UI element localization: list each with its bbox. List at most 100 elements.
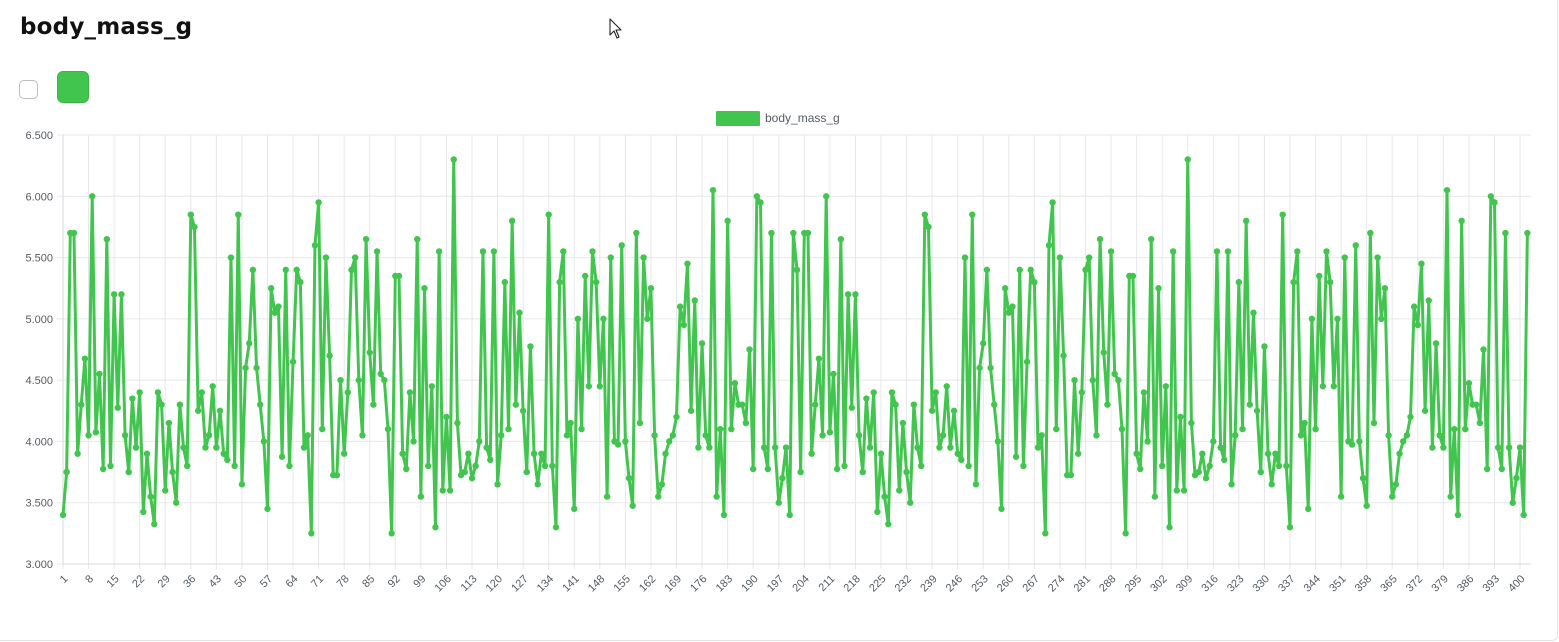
data-point[interactable] — [1290, 278, 1297, 286]
data-point[interactable] — [958, 456, 965, 464]
data-point[interactable] — [1111, 370, 1118, 378]
data-point[interactable] — [698, 340, 706, 347]
data-point[interactable] — [110, 291, 118, 298]
data-point[interactable] — [760, 444, 768, 451]
data-point[interactable] — [1476, 419, 1484, 427]
data-point[interactable] — [118, 291, 125, 298]
data-point[interactable] — [1067, 471, 1075, 479]
data-point[interactable] — [173, 499, 180, 506]
data-point[interactable] — [1352, 242, 1359, 249]
data-point[interactable] — [603, 493, 611, 500]
data-point[interactable] — [1432, 340, 1440, 347]
data-point[interactable] — [205, 432, 213, 439]
data-point[interactable] — [633, 229, 640, 237]
data-point[interactable] — [1199, 450, 1206, 457]
data-point[interactable] — [143, 450, 151, 457]
data-point[interactable] — [1045, 242, 1053, 249]
data-point[interactable] — [476, 438, 483, 445]
data-point[interactable] — [362, 235, 370, 243]
data-point[interactable] — [691, 297, 698, 304]
data-point[interactable] — [264, 505, 271, 513]
data-point[interactable] — [1096, 235, 1104, 243]
data-point[interactable] — [567, 419, 574, 427]
data-point[interactable] — [494, 481, 501, 488]
data-point[interactable] — [260, 438, 268, 445]
data-point[interactable] — [1148, 235, 1155, 243]
data-point[interactable] — [1516, 444, 1524, 451]
data-point[interactable] — [1451, 425, 1458, 433]
data-point[interactable] — [1272, 450, 1279, 457]
data-point[interactable] — [1056, 254, 1064, 261]
data-point[interactable] — [1027, 266, 1034, 274]
data-point[interactable] — [450, 156, 457, 163]
data-point[interactable] — [990, 401, 998, 408]
data-point[interactable] — [421, 285, 428, 292]
data-point[interactable] — [165, 419, 173, 427]
data-point[interactable] — [1242, 217, 1250, 224]
data-point[interactable] — [651, 432, 658, 439]
data-point[interactable] — [782, 444, 790, 451]
data-point[interactable] — [1370, 419, 1378, 427]
data-point[interactable] — [176, 401, 184, 408]
data-point[interactable] — [1286, 524, 1294, 531]
data-point[interactable] — [903, 468, 910, 476]
data-point[interactable] — [987, 364, 994, 372]
data-point[interactable] — [881, 493, 888, 500]
data-point[interactable] — [516, 309, 523, 316]
data-point[interactable] — [808, 450, 815, 457]
data-point[interactable] — [859, 468, 866, 476]
data-point[interactable] — [1089, 376, 1096, 384]
data-point[interactable] — [943, 383, 950, 390]
data-point[interactable] — [1009, 303, 1016, 310]
data-point[interactable] — [1407, 413, 1414, 421]
data-point[interactable] — [724, 217, 731, 224]
data-point[interactable] — [647, 285, 655, 292]
data-point[interactable] — [1202, 475, 1210, 482]
data-point[interactable] — [921, 211, 929, 218]
data-point[interactable] — [976, 364, 983, 372]
data-point[interactable] — [1210, 438, 1217, 445]
data-point[interactable] — [355, 376, 362, 384]
data-point[interactable] — [746, 346, 753, 353]
data-point[interactable] — [1421, 407, 1429, 414]
data-point[interactable] — [107, 462, 114, 470]
data-point[interactable] — [618, 242, 625, 249]
data-point[interactable] — [731, 380, 739, 387]
data-point[interactable] — [439, 487, 446, 494]
data-point[interactable] — [947, 444, 954, 451]
data-point[interactable] — [998, 505, 1005, 513]
data-point[interactable] — [1213, 248, 1221, 255]
data-point[interactable] — [1074, 450, 1082, 457]
data-point[interactable] — [81, 355, 89, 362]
data-point[interactable] — [297, 278, 304, 286]
data-point[interactable] — [432, 524, 439, 531]
data-point[interactable] — [377, 370, 384, 378]
data-point[interactable] — [596, 383, 604, 390]
data-point[interactable] — [424, 462, 432, 470]
data-point[interactable] — [487, 456, 494, 464]
data-point[interactable] — [1348, 441, 1356, 448]
legend[interactable]: body_mass_g — [716, 111, 840, 126]
data-point[interactable] — [541, 462, 549, 470]
data-point[interactable] — [640, 254, 647, 261]
data-point[interactable] — [454, 419, 461, 427]
data-point[interactable] — [556, 278, 563, 286]
data-point[interactable] — [89, 193, 96, 200]
data-point[interactable] — [85, 432, 92, 439]
data-point[interactable] — [885, 520, 892, 528]
data-point[interactable] — [1221, 456, 1228, 464]
data-point[interactable] — [1447, 493, 1454, 500]
data-point[interactable] — [1458, 217, 1465, 224]
data-point[interactable] — [1235, 278, 1243, 286]
data-point[interactable] — [1107, 248, 1115, 255]
data-point[interactable] — [351, 254, 359, 261]
data-point[interactable] — [717, 425, 724, 433]
data-point[interactable] — [1093, 432, 1100, 439]
data-point[interactable] — [406, 389, 414, 396]
data-point[interactable] — [837, 235, 845, 243]
data-point[interactable] — [154, 389, 162, 396]
data-point[interactable] — [1491, 199, 1498, 206]
data-point[interactable] — [348, 266, 355, 274]
data-point[interactable] — [771, 444, 779, 451]
data-point[interactable] — [472, 462, 479, 470]
